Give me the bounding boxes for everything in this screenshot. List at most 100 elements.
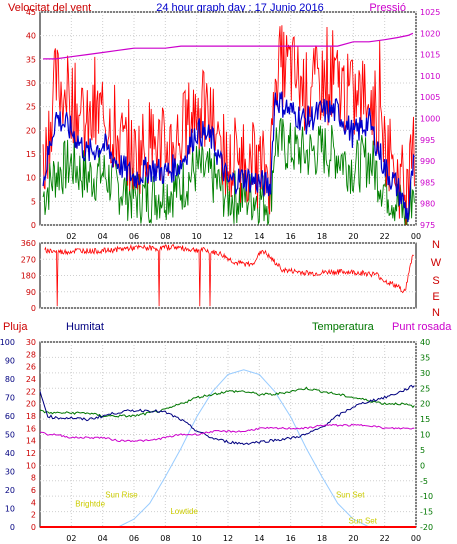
humidity-y-tick: 60 [5, 412, 15, 421]
temperature-y-ticks: -20 -15 -10 -5 0 5 10 15 20 25 30 35 40 [420, 338, 433, 532]
pressure-y-tick: 1010 [420, 72, 440, 81]
temp-x-ticks: 02 04 06 08 10 12 14 16 18 20 22 00 [66, 534, 421, 543]
pressure-line [43, 32, 414, 60]
temp-x-tick: 22 [380, 534, 390, 543]
temp-x-tick: 04 [98, 534, 108, 543]
pressure-y-tick: 975 [420, 221, 435, 230]
rain-y-tick: 2 [31, 511, 36, 520]
temp-x-tick: 06 [129, 534, 139, 543]
sun-event-label: Lowtide [170, 507, 198, 516]
rain-y-tick: 16 [26, 424, 36, 433]
wind-x-tick: 06 [129, 232, 139, 241]
rain-y-tick: 28 [26, 350, 36, 359]
humidity-y-tick: 100 [0, 338, 15, 347]
temperature-y-tick: 20 [420, 400, 430, 409]
rain-y-tick: 26 [26, 363, 36, 372]
direction-y-ticks: 0 90 180 270 360 [21, 239, 36, 313]
wind-x-tick: 04 [98, 232, 108, 241]
humidity-y-tick: 70 [5, 394, 15, 403]
pressure-y-tick: 995 [420, 136, 435, 145]
wind-x-ticks: 02 04 06 08 10 12 14 16 18 20 22 00 [66, 232, 421, 241]
rain-y-tick: 0 [31, 523, 36, 532]
wind-y-tick: 40 [26, 32, 36, 41]
legend-humidity: Humitat [66, 321, 104, 333]
temperature-y-tick: 40 [420, 338, 430, 347]
temperature-y-tick: -10 [420, 492, 433, 501]
direction-y-tick: 360 [21, 239, 36, 248]
temp-x-tick: 10 [192, 534, 202, 543]
compass-letter: E [432, 291, 439, 303]
wind-x-tick: 22 [380, 232, 390, 241]
pressure-y-tick: 1005 [420, 93, 440, 102]
direction-series [44, 243, 414, 307]
humidity-y-tick: 0 [10, 523, 15, 532]
rain-y-tick: 20 [26, 400, 36, 409]
rain-y-tick: 30 [26, 338, 36, 347]
pressure-y-tick: 985 [420, 178, 435, 187]
pressure-y-tick: 980 [420, 200, 435, 209]
temperature-y-tick: 10 [420, 431, 430, 440]
wind-axis-title: Velocitat del vent [8, 2, 91, 14]
humidity-y-tick: 80 [5, 375, 15, 384]
chart-title: 24 hour graph day : 17 Junio 2016 [156, 2, 324, 14]
compass-letter: W [431, 257, 442, 269]
humidity-y-ticks: 0 10 20 30 40 50 60 70 80 90 100 [0, 338, 15, 532]
pressure-y-tick: 1025 [420, 8, 440, 17]
direction-plot-frame [39, 242, 417, 309]
temp-x-tick: 00 [411, 534, 421, 543]
legend-temperature: Temperatura [312, 321, 375, 333]
rain-y-tick: 24 [26, 375, 36, 384]
pressure-y-tick: 1015 [420, 51, 440, 60]
direction-y-tick: 0 [31, 304, 36, 313]
humidity-y-tick: 30 [5, 468, 15, 477]
temperature-y-tick: -15 [420, 508, 433, 517]
sun-event-label: Sun Set [348, 516, 377, 525]
legend-rain: Pluja [3, 321, 28, 333]
wind-x-tick: 08 [160, 232, 170, 241]
rain-y-tick: 4 [31, 498, 36, 507]
wind-y-tick: 10 [26, 174, 36, 183]
wind-x-tick: 18 [317, 232, 327, 241]
sun-event-label: Brightde [75, 500, 105, 509]
wind-y-tick: 35 [26, 55, 36, 64]
compass-letter: S [432, 275, 439, 287]
humidity-y-tick: 50 [5, 431, 15, 440]
wind-y-ticks: 0 5 10 15 20 25 30 35 40 45 [26, 8, 36, 230]
temperature-y-tick: -5 [420, 477, 428, 486]
temperature-y-tick: 35 [420, 353, 430, 362]
wind-x-tick: 12 [223, 232, 233, 241]
pressure-y-ticks: 975 980 985 990 995 1000 1005 1010 1015 1020 1025 [420, 8, 440, 230]
wind-x-tick: 16 [286, 232, 296, 241]
rain-y-tick: 10 [26, 461, 36, 470]
humidity-y-tick: 40 [5, 449, 15, 458]
rain-y-tick: 6 [31, 486, 36, 495]
pressure-y-tick: 990 [420, 157, 435, 166]
rain-y-tick: 14 [26, 437, 36, 446]
temperature-y-tick: 0 [420, 461, 425, 470]
temperature-y-tick: 30 [420, 369, 430, 378]
rain-y-tick: 18 [26, 412, 36, 421]
wind-y-tick: 30 [26, 79, 36, 88]
temperature-y-tick: 25 [420, 384, 430, 393]
temp-x-tick: 16 [286, 534, 296, 543]
temperature-y-tick: 15 [420, 415, 430, 424]
sun-event-label: Sun Rise [105, 490, 138, 499]
wind-x-tick: 10 [192, 232, 202, 241]
compass-letter: N [432, 239, 440, 251]
wind-y-tick: 0 [31, 221, 36, 230]
humidity-line [39, 384, 415, 446]
temperature-y-tick: -20 [420, 523, 433, 532]
direction-y-tick: 180 [21, 272, 36, 281]
legend-dewpoint: Punt rosada [392, 321, 452, 333]
wind-y-tick: 25 [26, 103, 36, 112]
pressure-y-tick: 1000 [420, 115, 440, 124]
temp-x-tick: 08 [160, 534, 170, 543]
wind-y-tick: 20 [26, 126, 36, 135]
wind-x-tick: 02 [66, 232, 76, 241]
wind-y-tick: 5 [31, 197, 36, 206]
